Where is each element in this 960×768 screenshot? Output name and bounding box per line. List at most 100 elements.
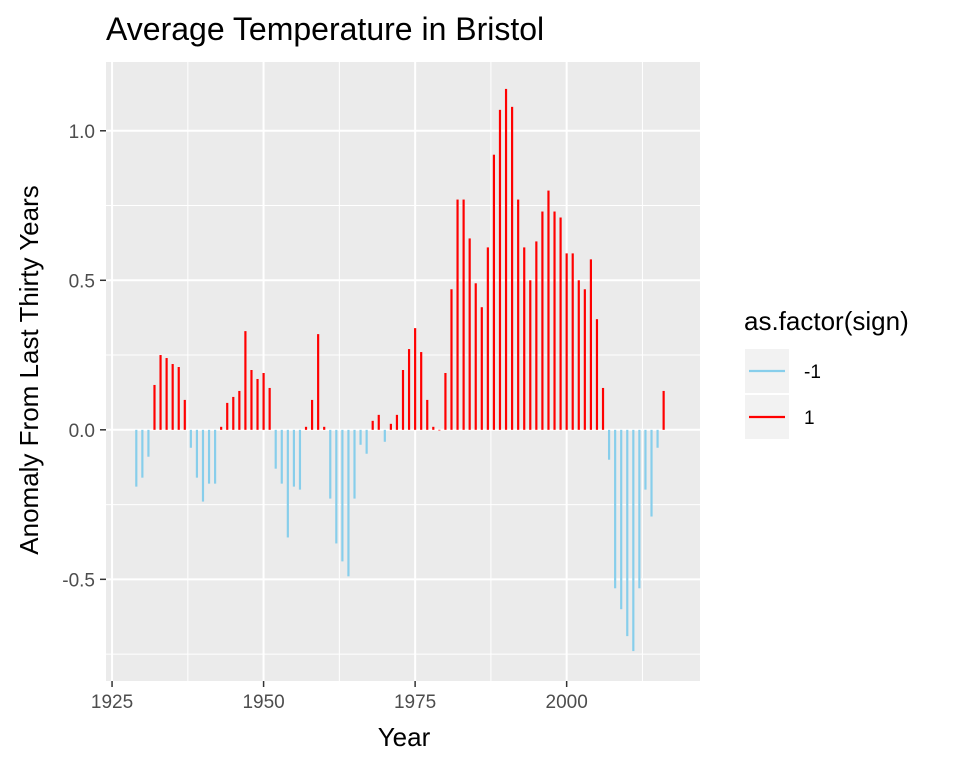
bar-positive	[183, 399, 186, 430]
bar-positive	[256, 378, 259, 430]
x-tick-label: 1925	[91, 692, 133, 713]
bar-positive	[401, 370, 405, 430]
bar-negative	[141, 429, 144, 478]
bar-positive	[535, 241, 538, 430]
bar-negative	[347, 429, 350, 577]
bar-positive	[541, 211, 544, 430]
bar-negative	[656, 429, 659, 448]
bar-positive	[171, 364, 174, 430]
bar-negative	[638, 429, 641, 589]
bar-negative	[614, 429, 617, 589]
bar-negative	[207, 429, 211, 484]
y-tick-label: 1.0	[69, 122, 95, 143]
bar-negative	[298, 429, 302, 490]
bar-negative	[335, 429, 338, 544]
bar-negative	[201, 429, 205, 502]
bar-positive	[480, 307, 483, 430]
legend: as.factor(sign) -1 1	[744, 306, 909, 439]
bar-positive	[498, 109, 502, 430]
bar-positive	[389, 423, 392, 430]
bar-positive	[323, 426, 326, 430]
bar-negative	[274, 429, 277, 469]
bar-negative	[353, 429, 356, 499]
bar-positive	[268, 387, 271, 430]
bar-positive	[220, 426, 223, 430]
bar-positive	[438, 429, 441, 431]
grid-minor	[106, 62, 700, 681]
bar-positive	[474, 283, 477, 430]
bar-positive	[559, 217, 562, 430]
bar-positive	[420, 352, 423, 430]
bar-positive	[547, 190, 550, 430]
bar-positive	[317, 334, 320, 430]
bar-positive	[577, 280, 580, 430]
bars	[135, 88, 665, 652]
y-axis-title: Anomaly From Last Thirty Years	[14, 185, 44, 554]
bar-negative	[286, 429, 289, 538]
bar-negative	[189, 429, 192, 448]
bar-positive	[583, 289, 586, 430]
bar-negative	[359, 429, 362, 445]
bar-negative	[280, 429, 283, 484]
bar-positive	[226, 402, 229, 430]
bar-positive	[492, 154, 496, 430]
bar-positive	[444, 372, 447, 430]
bar-negative	[195, 429, 199, 478]
bar-positive	[310, 399, 314, 430]
y-tick-label: -0.5	[62, 570, 95, 591]
bar-positive	[504, 88, 508, 430]
bar-positive	[553, 211, 556, 430]
bar-positive	[371, 420, 374, 430]
bar-negative	[292, 429, 295, 487]
bar-positive	[165, 358, 168, 430]
x-tick-label: 1975	[394, 692, 436, 713]
bar-positive	[486, 247, 489, 430]
bar-positive	[517, 199, 520, 430]
bar-positive	[571, 253, 574, 430]
bar-negative	[329, 429, 332, 499]
bar-positive	[432, 426, 435, 430]
bar-positive	[468, 238, 471, 430]
bar-negative	[341, 429, 344, 562]
bar-positive	[177, 367, 180, 430]
bar-positive	[414, 328, 417, 430]
bar-positive	[589, 259, 592, 430]
bar-positive	[601, 387, 605, 430]
chart-title: Average Temperature in Bristol	[106, 11, 544, 47]
bar-positive	[244, 331, 247, 430]
bar-positive	[523, 247, 526, 430]
y-tick-label: 0.5	[69, 271, 95, 292]
bar-positive	[529, 280, 532, 430]
bar-negative	[626, 429, 629, 637]
x-axis-title: Year	[378, 722, 431, 752]
y-axis: -0.5 0.0 0.5 1.0	[62, 122, 106, 591]
bar-negative	[650, 429, 653, 517]
bar-negative	[135, 429, 138, 487]
legend-title: as.factor(sign)	[744, 306, 909, 336]
bar-positive	[462, 199, 465, 430]
bar-positive	[407, 349, 411, 430]
x-tick-label: 2000	[546, 692, 588, 713]
bar-positive	[662, 390, 665, 430]
bar-negative	[632, 429, 635, 652]
bar-positive	[304, 426, 308, 430]
bar-positive	[377, 414, 380, 430]
legend-label-positive: 1	[804, 408, 815, 429]
bar-positive	[565, 253, 568, 430]
bar-negative	[644, 429, 647, 490]
bar-negative	[620, 429, 623, 610]
bar-positive	[511, 106, 514, 430]
legend-label-negative: -1	[804, 362, 821, 383]
y-tick-label: 0.0	[69, 421, 95, 442]
bar-positive	[153, 384, 156, 430]
bar-positive	[595, 319, 599, 430]
bar-negative	[365, 429, 368, 454]
x-tick-label: 1950	[242, 692, 284, 713]
bar-positive	[450, 289, 453, 430]
bar-negative	[607, 429, 611, 460]
bar-positive	[456, 199, 459, 430]
bar-positive	[250, 370, 253, 430]
bar-positive	[426, 399, 429, 430]
bar-negative	[147, 429, 150, 457]
